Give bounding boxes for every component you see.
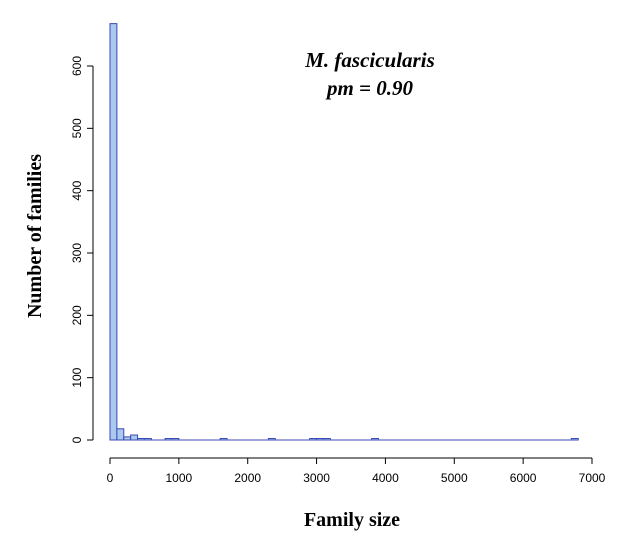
- x-tick-label-4: 4000: [372, 471, 399, 485]
- y-axis-title: Number of families: [24, 154, 46, 318]
- histogram-bar-9: [267, 438, 276, 441]
- x-tick-label-7: 7000: [579, 471, 606, 485]
- histogram-bar-4: [137, 438, 145, 441]
- x-tick-label-6: 6000: [510, 471, 537, 485]
- y-tick-label-1: 100: [70, 367, 84, 387]
- species-annotation: M. fascicularis: [304, 48, 435, 72]
- x-tick-label-3: 3000: [303, 471, 330, 485]
- x-tick-label-5: 5000: [441, 471, 468, 485]
- histogram-bar-1: [116, 428, 125, 441]
- histogram-bar-11: [316, 438, 324, 441]
- histogram-bars: [109, 23, 579, 441]
- y-tick-label-6: 600: [70, 56, 84, 76]
- histogram-bar-7: [171, 438, 180, 441]
- y-tick-label-3: 300: [70, 243, 84, 263]
- histogram-bar-0: [109, 23, 118, 441]
- y-tick-label-4: 400: [70, 180, 84, 200]
- y-tick-label-2: 200: [70, 305, 84, 325]
- histogram-bar-13: [371, 438, 380, 441]
- x-tick-label-2: 2000: [234, 471, 261, 485]
- histogram-bar-8: [219, 438, 228, 441]
- x-tick-label-1: 1000: [166, 471, 193, 485]
- pm-annotation: pm = 0.90: [325, 76, 414, 100]
- histogram-bar-5: [143, 438, 152, 441]
- x-axis-title: Family size: [304, 509, 400, 531]
- histogram-bar-2: [123, 436, 132, 441]
- histogram-bar-10: [309, 438, 318, 441]
- histogram-bar-12: [322, 438, 331, 441]
- histogram-bar-6: [164, 438, 173, 441]
- x-axis: 0 1000 2000 3000 4000 5000 6000 7000: [107, 457, 606, 485]
- x-tick-label-0: 0: [107, 471, 114, 485]
- y-axis: 0 100 200 300 400 500 600: [70, 56, 94, 443]
- histogram-bar-3: [130, 434, 139, 441]
- y-tick-label-0: 0: [70, 436, 84, 443]
- histogram-bar-14: [570, 438, 579, 441]
- y-tick-label-5: 500: [70, 118, 84, 138]
